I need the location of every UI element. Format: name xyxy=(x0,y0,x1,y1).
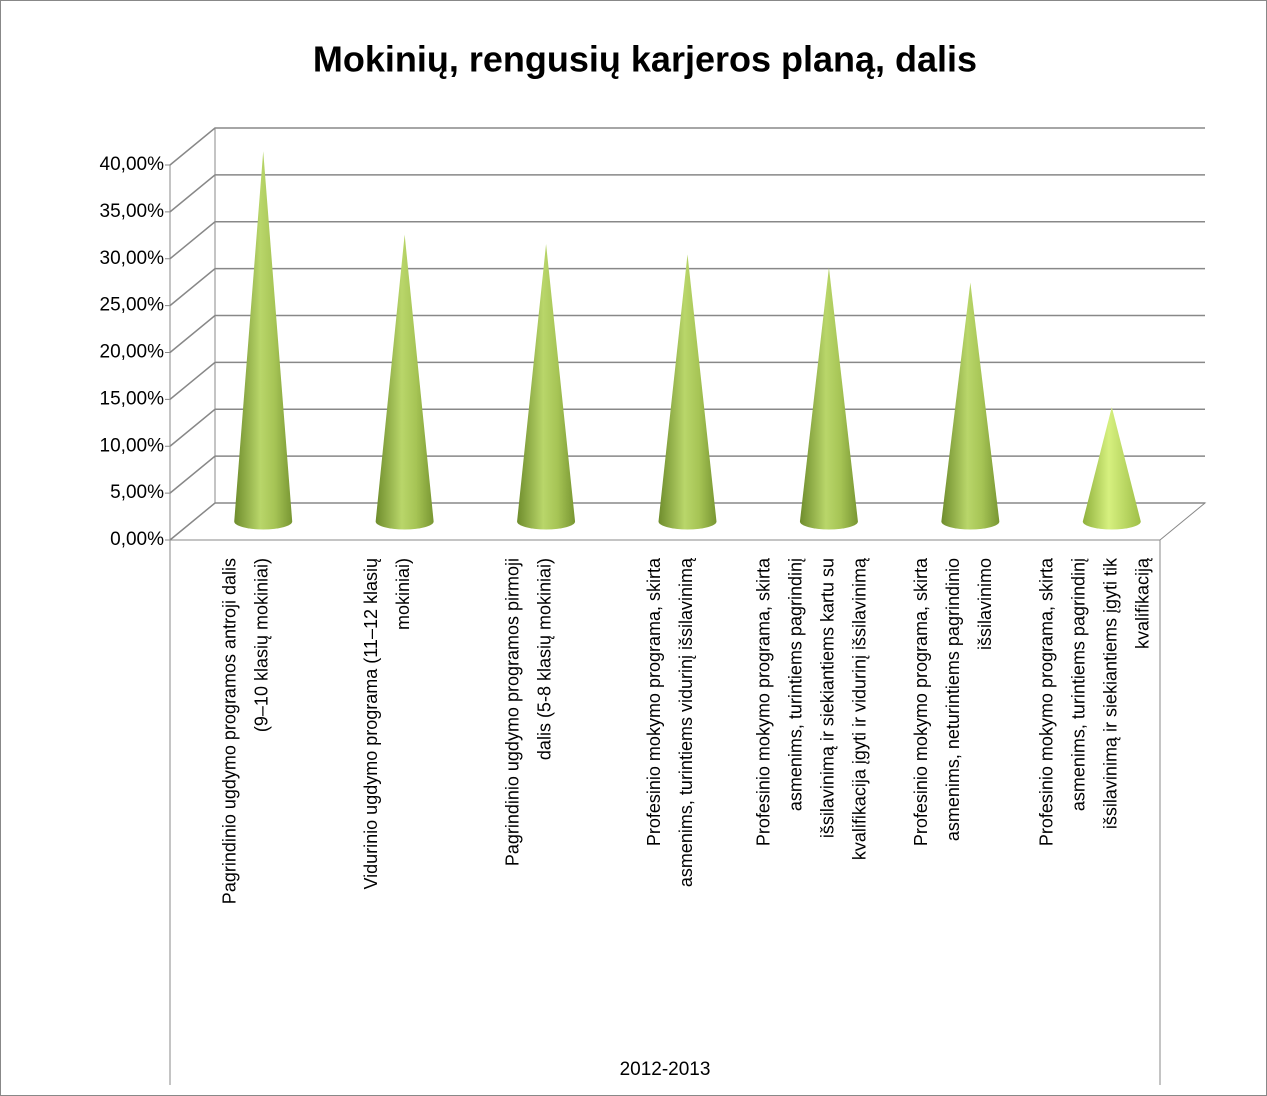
y-tick-label: 5,00% xyxy=(110,482,164,503)
x-tick-label-line: asmenims, neturintiems pagrindinio xyxy=(943,558,963,841)
x-tick-label: Pagrindinio ugdymo programos pirmoji dali… xyxy=(502,558,554,866)
y-tick-label: 10,00% xyxy=(100,435,165,456)
x-tick-label-line: Profesinio mokymo programa, skirta xyxy=(753,557,773,846)
x-tick-label-line: Vidurinio ugdymo programa (11–12 klasių xyxy=(361,558,381,890)
chart-title: Mokinių, rengusių karjeros planą, dalis xyxy=(313,39,977,80)
grid-line xyxy=(169,174,1205,213)
x-tick-label-line: asmenims, turintiems vidurinį išsilavini… xyxy=(676,557,696,887)
x-tick-label-line: asmenims, turintiems pagrindinį xyxy=(1068,558,1088,811)
cone xyxy=(375,234,434,530)
y-tick-label: 25,00% xyxy=(100,295,165,316)
x-tick-label: Pagrindinio ugdymo programos antroji dal… xyxy=(219,558,271,904)
x-tick-label-line: Pagrindinio ugdymo programos pirmoji xyxy=(502,558,522,866)
grid-line xyxy=(169,455,1205,494)
x-tick-label: Profesinio mokymo programa, skirta asmeni… xyxy=(644,557,696,887)
x-tick-label-line: mokiniai) xyxy=(393,558,413,630)
x-tick-label-line: dalis (5-8 klasių mokiniai) xyxy=(534,558,554,760)
cone xyxy=(941,282,1000,530)
grid-line xyxy=(169,127,1205,166)
x-tick-label-line: išsilavinimo xyxy=(975,558,995,650)
y-tick-label: 30,00% xyxy=(100,248,165,269)
y-tick-label: 15,00% xyxy=(100,388,165,409)
grid-line xyxy=(169,314,1205,354)
y-tick-label: 40,00% xyxy=(100,154,165,175)
grid-line xyxy=(169,408,1205,447)
grid-line xyxy=(169,221,1205,260)
x-tick-label-line: (9–10 klasių mokiniai) xyxy=(251,558,271,732)
x-tick-label: Profesinio mokymo programa, skirta asmeni… xyxy=(1036,557,1152,846)
x-tick-label-line: Pagrindinio ugdymo programos antroji dal… xyxy=(219,558,239,904)
cone xyxy=(234,151,293,530)
grid-line xyxy=(169,267,1205,307)
cone xyxy=(1082,407,1141,530)
y-tick-label: 0,00% xyxy=(110,529,164,550)
x-tick-label: Vidurinio ugdymo programa (11–12 klasių m… xyxy=(361,558,413,890)
x-tick-label-line: Profesinio mokymo programa, skirta xyxy=(1036,557,1056,846)
y-tick-label: 35,00% xyxy=(100,201,165,222)
grid-line xyxy=(169,361,1205,400)
x-tick-label: Profesinio mokymo programa, skirta asmeni… xyxy=(911,557,995,846)
x-tick-label-line: išsilavinimą ir siekiantiems įgyti tik xyxy=(1100,557,1120,829)
grid-line xyxy=(169,502,1205,541)
x-tick-label-line: Profesinio mokymo programa, skirta xyxy=(644,557,664,846)
x-tick-label: Profesinio mokymo programa, skirta asmeni… xyxy=(753,557,869,860)
x-tick-label-line: kvalifikacija įgyti ir vidurinį išsilavi… xyxy=(849,557,869,860)
cone xyxy=(799,267,858,530)
x-tick-label-line: Profesinio mokymo programa, skirta xyxy=(911,557,931,846)
x-tick-label-line: kvalifikaciją xyxy=(1132,557,1152,649)
cone xyxy=(658,254,717,530)
x-tick-label-line: išsilavinimą ir siekiantiems kartu su xyxy=(817,558,837,838)
cone xyxy=(517,244,576,530)
x-axis-label: 2012-2013 xyxy=(620,1059,711,1080)
y-tick-label: 20,00% xyxy=(100,342,165,363)
x-tick-label-line: asmenims, turintiems pagrindinį xyxy=(785,558,805,811)
